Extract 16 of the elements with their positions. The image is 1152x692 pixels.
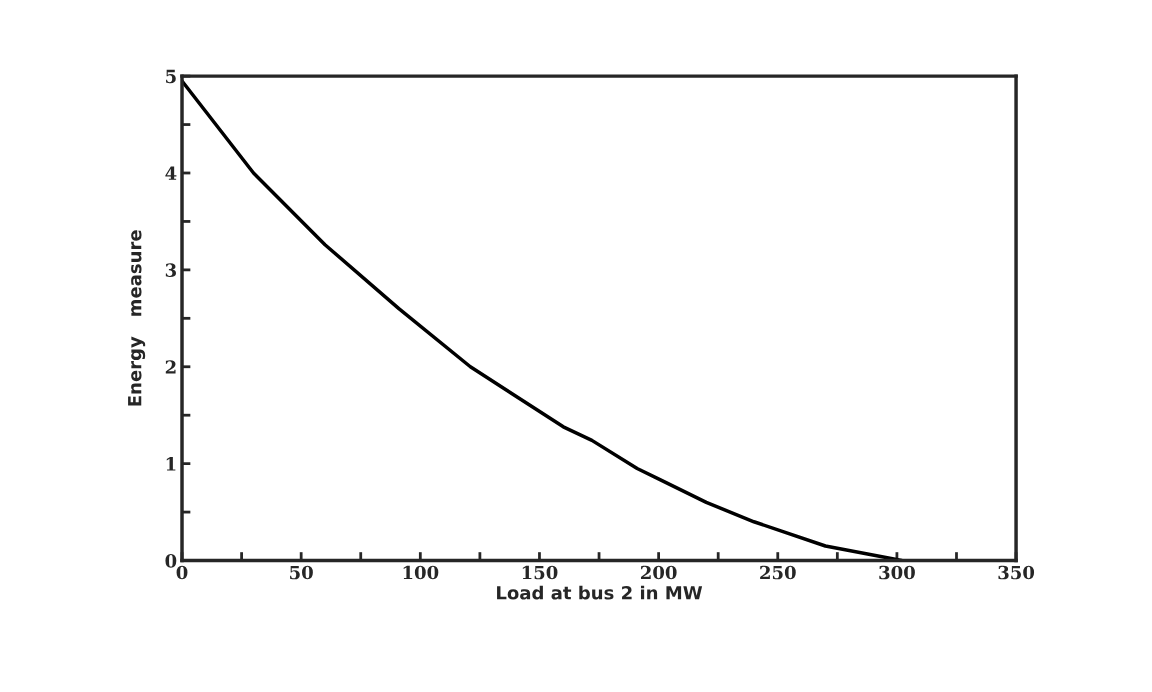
x-tick-label: 50 bbox=[290, 565, 313, 580]
x-tick-label: 0 bbox=[176, 565, 188, 580]
x-axis-title: Load at bus 2 in MW bbox=[497, 585, 703, 600]
y-tick-label: 5 bbox=[166, 69, 176, 84]
x-tick-label: 150 bbox=[522, 565, 558, 580]
y-axis-title: Energy measure bbox=[128, 230, 146, 406]
x-tick-label: 300 bbox=[879, 565, 915, 580]
x-tick-label: 350 bbox=[998, 565, 1035, 580]
y-tick-label: 2 bbox=[165, 360, 176, 374]
x-tick-label: 100 bbox=[403, 565, 439, 580]
y-tick-label: 1 bbox=[166, 457, 176, 471]
y-tick-label: 4 bbox=[165, 166, 177, 180]
x-tick-label: 200 bbox=[640, 565, 677, 580]
x-tick-label: 250 bbox=[760, 565, 796, 580]
y-tick-label: 0 bbox=[165, 553, 177, 568]
y-tick-label: 3 bbox=[165, 263, 176, 277]
